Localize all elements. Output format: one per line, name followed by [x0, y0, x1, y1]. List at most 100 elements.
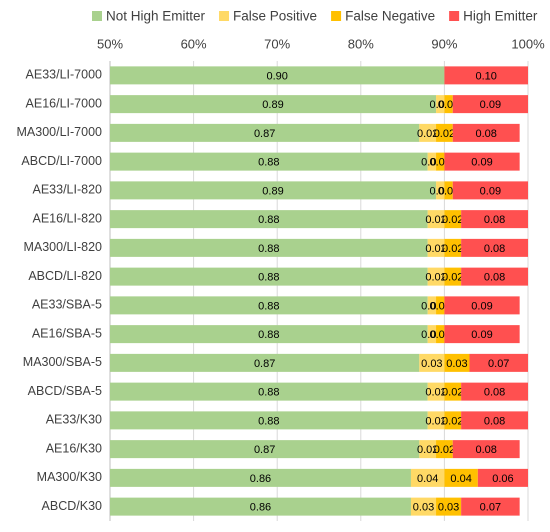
bar-segment: [444, 382, 462, 401]
data-label: 0.88: [258, 329, 279, 341]
data-label: 0.03: [446, 358, 467, 370]
bar-segment: [110, 353, 420, 372]
data-label: 0.03: [413, 502, 434, 514]
y-tick-label: AE33/LI-820: [33, 183, 103, 197]
data-label: 0.88: [258, 387, 279, 399]
y-tick-label: ABCD/LI-820: [28, 269, 102, 283]
data-label: 0.09: [480, 99, 501, 111]
bar-segment: [110, 181, 437, 200]
data-label: 0.04: [450, 473, 471, 485]
bar-segment: [436, 123, 453, 142]
bar-segment: [436, 497, 462, 516]
bar-segment: [110, 325, 428, 344]
bar-segment: [461, 210, 528, 229]
bar-segment: [427, 210, 445, 229]
bar-segment: [436, 95, 445, 114]
data-label: 0.02: [442, 214, 463, 226]
bar-segment: [444, 238, 462, 257]
data-label: 0.06: [492, 473, 513, 485]
bar-segment: [444, 468, 478, 487]
data-label: 0.88: [258, 272, 279, 284]
bar-segment: [110, 296, 428, 315]
bar-segment: [444, 95, 453, 114]
legend-swatch: [92, 11, 102, 21]
bar-segment: [469, 353, 528, 372]
legend-swatch: [331, 11, 342, 21]
data-label: 0.02: [425, 272, 446, 284]
data-label: 0.89: [262, 99, 283, 111]
data-label: 0.07: [488, 358, 509, 370]
bar-segment: [444, 66, 528, 85]
data-label: 0.02: [434, 128, 455, 140]
data-label: 0.04: [417, 473, 438, 485]
data-label: 0.08: [484, 387, 505, 399]
bar-segment: [427, 152, 437, 171]
data-label: 0.89: [262, 185, 283, 197]
legend-label: Not High Emitter: [106, 9, 206, 24]
bar-segment: [452, 95, 528, 114]
bar-segment: [444, 267, 462, 286]
bar-segment: [461, 267, 528, 286]
bar-segment: [436, 296, 445, 315]
bar-segment: [436, 325, 445, 344]
data-label: 0.88: [258, 300, 279, 312]
data-label: 0.02: [442, 415, 463, 427]
bar-segment: [461, 411, 528, 430]
bar-segment: [110, 411, 428, 430]
x-tick-label: 100%: [511, 36, 545, 51]
bar-segment: [110, 440, 420, 459]
bar-segment: [444, 296, 520, 315]
bar-segment: [110, 152, 428, 171]
bar-segment: [110, 95, 437, 114]
bar-segment: [427, 267, 445, 286]
y-tick-label: MA300/LI-7000: [17, 125, 103, 139]
data-label: 0.08: [484, 272, 505, 284]
data-label: 0.02: [425, 214, 446, 226]
bar-segment: [461, 497, 520, 516]
legend-swatch: [449, 11, 460, 21]
y-tick-label: MA300/LI-820: [23, 240, 102, 254]
bar-segment: [110, 123, 420, 142]
x-tick-label: 80%: [348, 36, 374, 51]
bar-segment: [110, 210, 428, 229]
data-label: 0.08: [475, 128, 496, 140]
bar-segment: [110, 497, 411, 516]
legend-label: High Emitter: [463, 9, 538, 24]
data-label: 0.02: [442, 243, 463, 255]
y-tick-label: AE16/SBA-5: [32, 326, 102, 340]
bar-segment: [110, 238, 428, 257]
bar-segment: [419, 353, 445, 372]
y-tick-label: ABCD/SBA-5: [28, 384, 102, 398]
data-label: 0.09: [471, 157, 492, 169]
data-label: 0.87: [254, 358, 275, 370]
y-tick-label: ABCD/LI-7000: [21, 154, 102, 168]
legend-label: False Negative: [345, 9, 435, 24]
x-tick-label: 90%: [431, 36, 457, 51]
bar-segment: [461, 238, 528, 257]
data-label: 0.09: [471, 300, 492, 312]
y-tick-label: AE16/LI-7000: [26, 96, 102, 110]
data-label: 0.09: [480, 185, 501, 197]
data-label: 0.87: [254, 444, 275, 456]
bar-segment: [110, 66, 445, 85]
data-label: 0.02: [425, 387, 446, 399]
data-label: 0.02: [442, 387, 463, 399]
y-tick-label: AE33/K30: [46, 413, 102, 427]
bar-segment: [452, 123, 520, 142]
data-label: 0.08: [484, 243, 505, 255]
bar-segment: [110, 267, 428, 286]
data-label: 0.09: [471, 329, 492, 341]
data-label: 0.10: [475, 70, 496, 82]
data-label: 0.02: [434, 444, 455, 456]
data-label: 0.88: [258, 243, 279, 255]
bar-segment: [444, 325, 520, 344]
data-label: 0.87: [254, 128, 275, 140]
bar-segment: [461, 382, 528, 401]
bar-segment: [444, 152, 520, 171]
data-label: 0.88: [258, 415, 279, 427]
x-tick-label: 50%: [97, 36, 123, 51]
y-tick-label: ABCD/K30: [42, 499, 102, 513]
data-label: 0.88: [258, 157, 279, 169]
legend-label: False Positive: [233, 9, 317, 24]
